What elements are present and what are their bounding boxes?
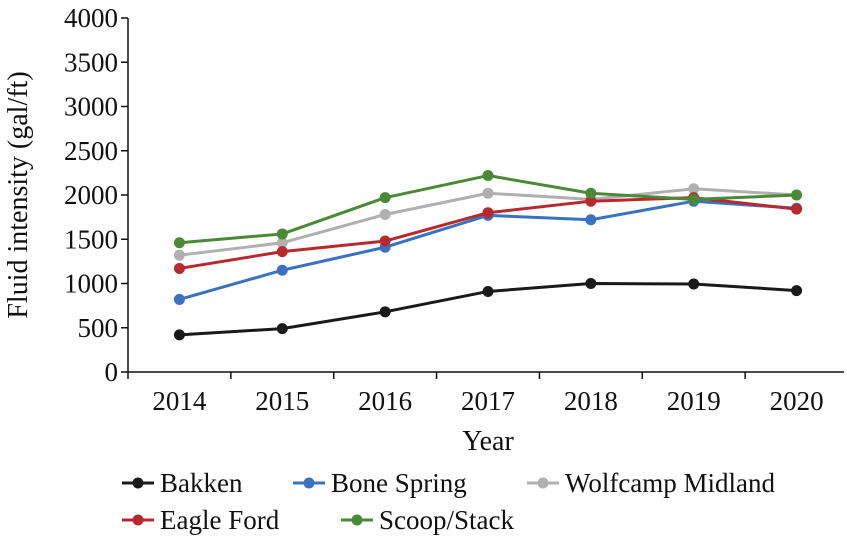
data-point: [482, 187, 494, 199]
y-tick-label: 2500: [64, 136, 118, 166]
data-point: [173, 293, 185, 305]
data-point: [379, 208, 391, 220]
data-point: [173, 249, 185, 261]
legend-label: Scoop/Stack: [379, 505, 514, 535]
y-tick-label: 2000: [64, 180, 118, 210]
data-point: [791, 203, 803, 215]
data-point: [173, 262, 185, 274]
data-point: [379, 235, 391, 247]
data-point: [585, 195, 597, 207]
legend-item: Bone Spring: [293, 468, 467, 498]
data-point: [276, 246, 288, 258]
x-tick-label: 2018: [564, 386, 618, 416]
legend-swatch-marker: [303, 477, 315, 489]
data-point: [482, 207, 494, 219]
x-tick-label: 2017: [461, 386, 515, 416]
legend: Bakken Bone Spring Wolfcamp Midland Eagle F…: [122, 468, 776, 535]
legend-label: Eagle Ford: [160, 505, 280, 535]
data-point: [276, 237, 288, 249]
axes: 0 500 1000 1500 2000 2500 3000 3500 4000 2014 2015…: [64, 3, 844, 416]
y-tick-label: 3000: [64, 92, 118, 122]
data-point: [482, 285, 494, 297]
data-point: [585, 278, 597, 289]
data-point: [276, 323, 288, 335]
legend-swatch-marker: [132, 514, 144, 526]
y-tick-label: 1500: [64, 224, 118, 254]
x-tick-label: 2020: [770, 386, 824, 416]
data-point: [173, 329, 185, 341]
x-tick-label: 2016: [358, 386, 412, 416]
legend-item: Scoop/Stack: [341, 505, 514, 535]
data-point: [482, 170, 494, 182]
data-point: [585, 214, 597, 226]
data-point: [791, 189, 803, 201]
series-layer: [173, 170, 803, 341]
legend-item: Wolfcamp Midland: [527, 468, 776, 498]
x-axis-title: Year: [462, 426, 514, 457]
data-point: [791, 285, 803, 297]
data-point: [688, 278, 700, 290]
x-tick-label: 2014: [152, 386, 207, 416]
y-tick-label: 3500: [64, 47, 118, 77]
y-tick-label: 1000: [64, 269, 118, 299]
legend-item: Bakken: [122, 468, 243, 498]
data-point: [585, 187, 597, 199]
legend-swatch-marker: [351, 514, 363, 526]
y-tick-label: 0: [105, 357, 119, 387]
data-point: [688, 183, 700, 195]
y-tick-label: 4000: [64, 3, 118, 33]
x-tick-label: 2015: [255, 386, 309, 416]
legend-swatch-marker: [132, 477, 144, 489]
legend-swatch-marker: [537, 477, 549, 489]
data-point: [173, 237, 185, 249]
legend-item: Eagle Ford: [122, 505, 280, 535]
data-point: [276, 228, 288, 240]
legend-label: Bakken: [160, 468, 243, 498]
series-bakken: [173, 278, 803, 341]
data-point: [379, 306, 391, 318]
legend-label: Wolfcamp Midland: [565, 468, 776, 498]
series-eagle-ford: [173, 192, 803, 274]
y-tick-label: 500: [78, 313, 119, 343]
series-scoop-stack: [173, 170, 803, 249]
y-axis-title: Fluid intensity (gal/ft): [3, 71, 34, 318]
data-point: [688, 193, 700, 205]
series-wolfcamp-midland: [173, 183, 803, 261]
data-point: [276, 264, 288, 276]
legend-label: Bone Spring: [331, 468, 467, 498]
data-point: [379, 192, 391, 204]
x-tick-label: 2019: [667, 386, 721, 416]
